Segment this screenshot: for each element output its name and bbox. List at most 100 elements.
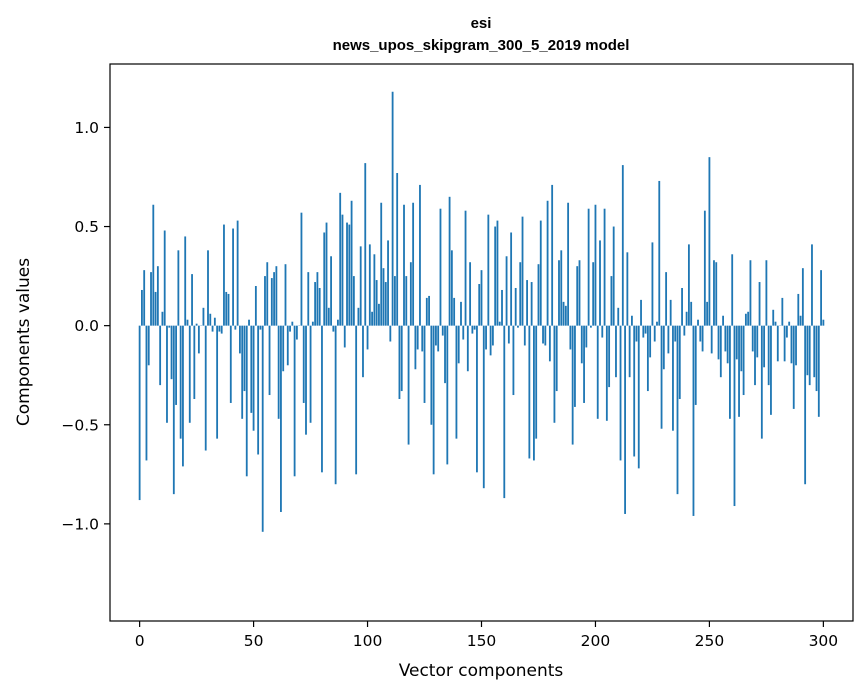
bar-182 — [553, 325, 556, 423]
bar-198 — [589, 325, 592, 328]
bar-131 — [437, 325, 440, 352]
bar-294 — [808, 325, 811, 386]
chart-subtitle: news_upos_skipgram_300_5_2019 model — [333, 37, 630, 54]
bar-264 — [740, 325, 743, 372]
y-axis-label: Components values — [14, 258, 34, 426]
bar-141 — [460, 301, 462, 326]
bar-287 — [792, 325, 795, 409]
bar-77 — [314, 282, 317, 326]
bar-106 — [380, 202, 383, 326]
bar-94 — [352, 276, 355, 326]
bar-271 — [756, 325, 759, 358]
bar-159 — [501, 289, 503, 326]
bar-13 — [168, 325, 171, 328]
bar-187 — [564, 305, 567, 326]
bar-67 — [291, 321, 294, 326]
bar-277 — [770, 325, 772, 415]
bar-51 — [254, 286, 257, 326]
bar-115 — [400, 325, 403, 392]
bar-57 — [268, 325, 271, 396]
y-tick-label: 1.0 — [74, 119, 99, 137]
bar-215 — [628, 325, 631, 378]
bar-175 — [537, 264, 540, 326]
bar-75 — [309, 325, 312, 423]
bar-170 — [526, 280, 528, 326]
bar-16 — [175, 325, 177, 405]
bar-295 — [811, 244, 813, 326]
bar-157 — [496, 220, 499, 326]
bar-177 — [542, 325, 544, 344]
bar-238 — [681, 287, 683, 326]
bar-100 — [366, 325, 369, 350]
bar-250 — [708, 157, 711, 326]
x-tick-label: 150 — [467, 632, 497, 650]
bar-54 — [261, 325, 264, 532]
bar-237 — [678, 325, 681, 399]
bar-299 — [820, 270, 822, 326]
bar-101 — [368, 244, 371, 326]
bar-279 — [774, 321, 777, 326]
bar-230 — [662, 325, 665, 370]
bar-89 — [341, 214, 344, 326]
bar-14 — [170, 325, 173, 380]
bar-37 — [223, 224, 225, 326]
bar-142 — [462, 325, 465, 340]
bar-188 — [567, 202, 570, 326]
bar-155 — [491, 325, 494, 346]
bar-143 — [464, 210, 467, 326]
x-tick-label: 100 — [353, 632, 383, 650]
bar-206 — [608, 325, 611, 388]
bar-49 — [250, 325, 253, 413]
bar-136 — [448, 196, 451, 326]
bar-126 — [425, 297, 428, 326]
bar-193 — [578, 260, 581, 326]
bar-88 — [339, 192, 342, 326]
bar-234 — [672, 325, 674, 431]
bar-181 — [551, 184, 554, 326]
bar-32 — [211, 325, 214, 332]
bar-140 — [457, 325, 460, 364]
bar-96 — [357, 307, 360, 326]
bar-240 — [685, 311, 688, 326]
bar-179 — [546, 200, 549, 326]
bar-72 — [302, 325, 305, 403]
bar-227 — [656, 321, 658, 326]
bar-186 — [562, 301, 565, 326]
bar-25 — [195, 323, 198, 326]
y-axis-ticks: −1.0 −0.5 0.0 0.5 1.0 — [61, 119, 110, 533]
bar-165 — [514, 287, 517, 326]
bar-192 — [576, 266, 579, 326]
bar-242 — [690, 301, 693, 326]
bar-245 — [697, 319, 699, 326]
bar-48 — [248, 319, 250, 326]
bar-207 — [610, 276, 613, 326]
bar-167 — [519, 262, 522, 326]
bar-148 — [476, 325, 478, 473]
x-axis-label: Vector components — [399, 661, 564, 681]
bar-267 — [747, 311, 750, 326]
bar-53 — [259, 325, 262, 330]
bar-280 — [776, 325, 779, 362]
bar-40 — [229, 325, 232, 403]
bar-44 — [239, 325, 241, 354]
bar-189 — [569, 325, 572, 350]
bar-243 — [692, 325, 695, 516]
bar-226 — [653, 325, 656, 342]
bar-21 — [186, 319, 189, 326]
bar-103 — [373, 254, 376, 326]
bar-218 — [635, 325, 638, 342]
bar-149 — [478, 284, 481, 326]
bar-265 — [742, 325, 745, 396]
bar-291 — [801, 268, 804, 326]
y-tick-label: −1.0 — [61, 515, 99, 533]
bar-46 — [243, 325, 246, 392]
bar-285 — [788, 321, 791, 326]
bar-190 — [571, 325, 574, 445]
bar-292 — [804, 325, 807, 485]
bar-248 — [703, 210, 706, 326]
bar-258 — [726, 325, 729, 364]
bar-19 — [182, 325, 184, 467]
bar-73 — [305, 325, 307, 435]
bar-269 — [751, 325, 754, 352]
bar-191 — [574, 325, 576, 407]
